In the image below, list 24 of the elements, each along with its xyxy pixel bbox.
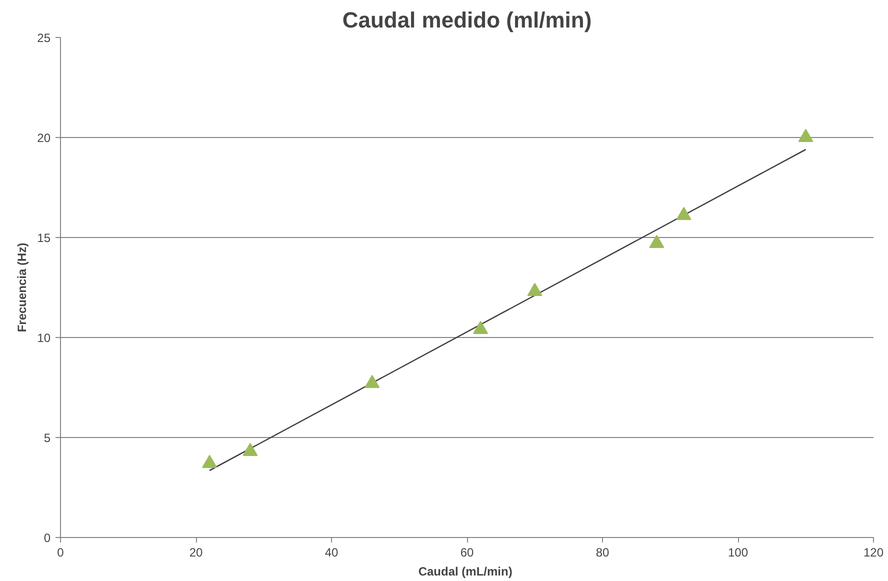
chart-title: Caudal medido (ml/min)	[342, 8, 592, 32]
x-tick-label: 80	[596, 546, 610, 560]
x-tick-label: 40	[324, 546, 338, 560]
x-axis-title: Caudal (mL/min)	[418, 564, 512, 578]
y-tick-label: 25	[37, 31, 51, 45]
x-tick-label: 20	[189, 546, 203, 560]
point	[473, 320, 488, 334]
point	[364, 374, 380, 388]
point	[676, 206, 692, 220]
y-tick-label: 5	[44, 431, 51, 445]
x-tick-label: 100	[728, 546, 748, 560]
y-axis-title: Frecuencia (Hz)	[15, 242, 30, 332]
x-tick-label: 120	[863, 546, 884, 560]
point	[242, 442, 258, 456]
point	[798, 128, 814, 142]
point	[202, 454, 218, 468]
x-tick-label: 60	[460, 546, 474, 560]
point	[649, 234, 664, 248]
point	[527, 282, 542, 296]
y-tick-label: 20	[37, 131, 51, 145]
y-tick-label: 10	[37, 331, 51, 345]
y-tick-label: 0	[44, 531, 51, 545]
y-tick-label: 15	[37, 231, 51, 245]
x-tick-label: 0	[57, 546, 64, 560]
